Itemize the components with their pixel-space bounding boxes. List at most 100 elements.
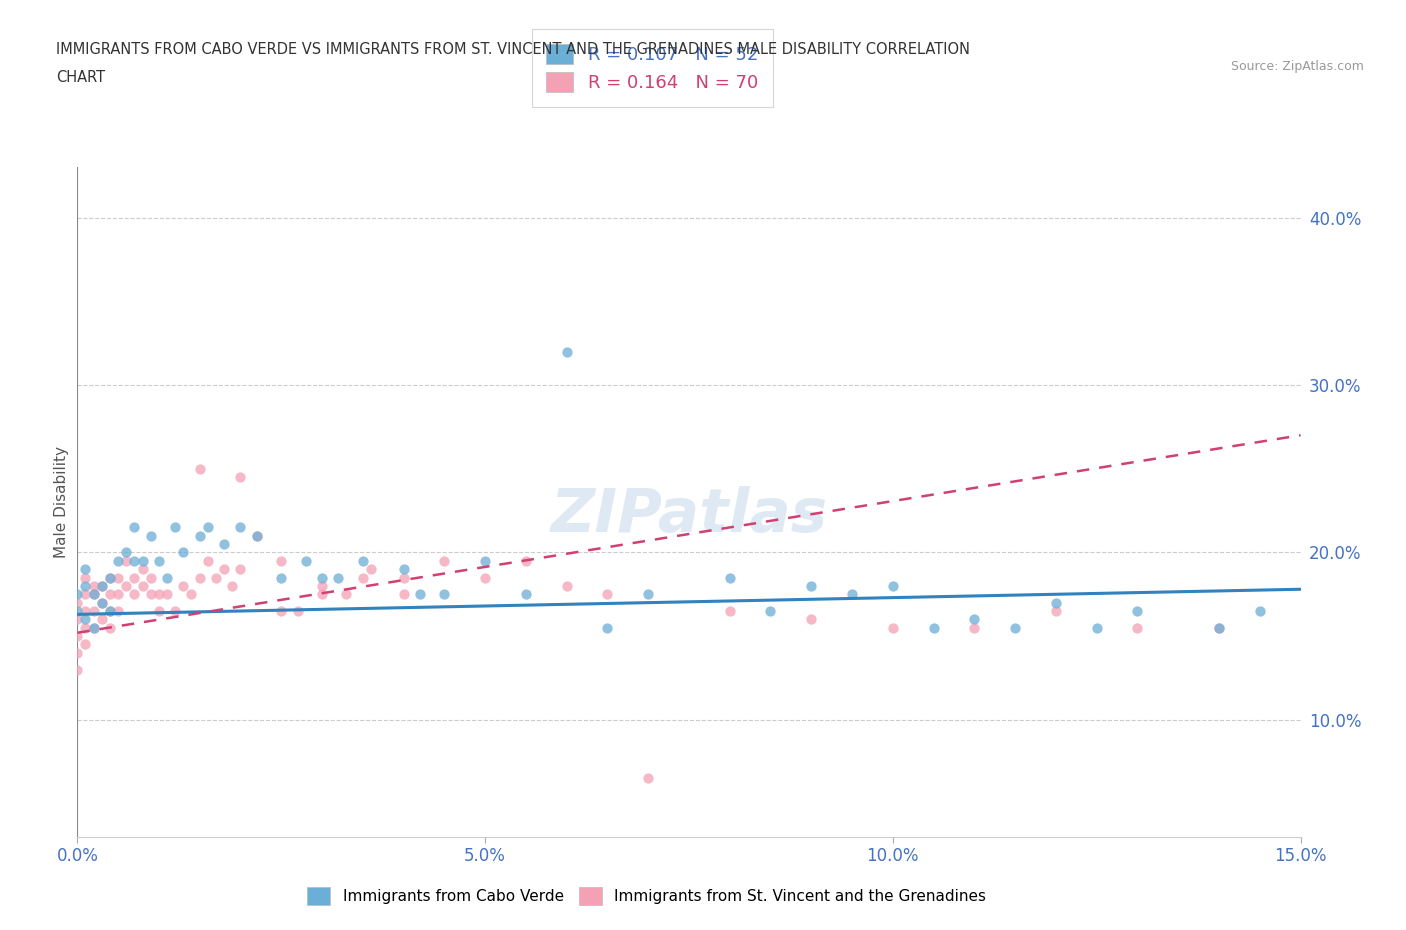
Point: [66, 587, 89, 602]
Point: [392, 570, 415, 585]
Point: [229, 520, 252, 535]
Point: [270, 604, 292, 618]
Point: [75, 612, 97, 627]
Point: [311, 570, 333, 585]
Point: [718, 570, 741, 585]
Point: [212, 562, 235, 577]
Point: [1126, 604, 1149, 618]
Point: [841, 587, 863, 602]
Text: Source: ZipAtlas.com: Source: ZipAtlas.com: [1230, 60, 1364, 73]
Point: [66, 612, 89, 627]
Point: [270, 570, 292, 585]
Point: [1208, 620, 1230, 635]
Point: [718, 604, 741, 618]
Point: [1004, 620, 1026, 635]
Point: [637, 771, 659, 786]
Point: [221, 578, 243, 593]
Point: [139, 528, 162, 543]
Point: [115, 553, 138, 568]
Point: [148, 587, 170, 602]
Point: [75, 562, 97, 577]
Point: [596, 620, 619, 635]
Point: [107, 553, 129, 568]
Point: [131, 578, 153, 593]
Point: [83, 620, 105, 635]
Text: CHART: CHART: [56, 70, 105, 85]
Point: [596, 587, 619, 602]
Point: [165, 604, 187, 618]
Point: [922, 620, 945, 635]
Point: [800, 612, 823, 627]
Point: [1045, 595, 1067, 610]
Point: [66, 604, 89, 618]
Point: [352, 553, 374, 568]
Point: [156, 587, 179, 602]
Point: [90, 595, 112, 610]
Point: [124, 553, 146, 568]
Y-axis label: Male Disability: Male Disability: [53, 446, 69, 558]
Point: [433, 553, 456, 568]
Point: [409, 587, 432, 602]
Point: [800, 578, 823, 593]
Point: [1045, 604, 1067, 618]
Text: IMMIGRANTS FROM CABO VERDE VS IMMIGRANTS FROM ST. VINCENT AND THE GRENADINES MAL: IMMIGRANTS FROM CABO VERDE VS IMMIGRANTS…: [56, 42, 970, 57]
Point: [515, 553, 537, 568]
Point: [75, 620, 97, 635]
Point: [66, 645, 89, 660]
Legend: Immigrants from Cabo Verde, Immigrants from St. Vincent and the Grenadines: Immigrants from Cabo Verde, Immigrants f…: [301, 882, 993, 911]
Point: [1249, 604, 1271, 618]
Point: [1085, 620, 1108, 635]
Point: [83, 604, 105, 618]
Point: [98, 604, 121, 618]
Point: [335, 587, 357, 602]
Point: [555, 344, 578, 359]
Point: [66, 629, 89, 644]
Point: [205, 570, 228, 585]
Point: [311, 578, 333, 593]
Point: [90, 578, 112, 593]
Point: [229, 470, 252, 485]
Point: [75, 578, 97, 593]
Point: [294, 553, 316, 568]
Point: [107, 570, 129, 585]
Point: [98, 570, 121, 585]
Point: [246, 528, 269, 543]
Point: [66, 662, 89, 677]
Point: [98, 587, 121, 602]
Point: [107, 604, 129, 618]
Point: [124, 520, 146, 535]
Point: [139, 570, 162, 585]
Point: [287, 604, 309, 618]
Point: [75, 570, 97, 585]
Point: [98, 604, 121, 618]
Point: [963, 620, 986, 635]
Point: [188, 528, 211, 543]
Point: [212, 537, 235, 551]
Point: [83, 578, 105, 593]
Point: [115, 578, 138, 593]
Point: [90, 578, 112, 593]
Point: [1208, 620, 1230, 635]
Point: [180, 587, 202, 602]
Point: [270, 553, 292, 568]
Point: [172, 545, 194, 560]
Point: [1126, 620, 1149, 635]
Point: [172, 578, 194, 593]
Point: [759, 604, 782, 618]
Point: [882, 620, 904, 635]
Point: [90, 595, 112, 610]
Point: [83, 587, 105, 602]
Point: [124, 570, 146, 585]
Point: [98, 570, 121, 585]
Point: [352, 570, 374, 585]
Point: [98, 620, 121, 635]
Text: ZIPatlas: ZIPatlas: [550, 486, 828, 545]
Point: [90, 612, 112, 627]
Point: [148, 604, 170, 618]
Point: [963, 612, 986, 627]
Point: [115, 545, 138, 560]
Point: [75, 587, 97, 602]
Point: [75, 604, 97, 618]
Point: [75, 637, 97, 652]
Point: [555, 578, 578, 593]
